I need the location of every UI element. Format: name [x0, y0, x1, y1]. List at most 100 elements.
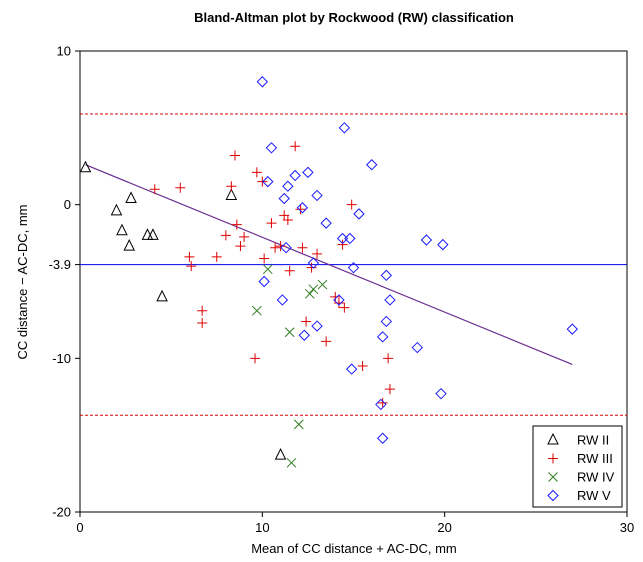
data-point: [345, 363, 358, 375]
data-point: [211, 251, 222, 262]
legend-label: RW II: [577, 433, 609, 448]
data-point: [278, 192, 290, 205]
data-point: [147, 228, 159, 240]
data-point: [220, 230, 231, 241]
data-point: [225, 188, 238, 200]
legend-item: RW V: [547, 488, 611, 503]
y-tick-label: 0: [64, 197, 71, 212]
data-point: [226, 181, 237, 192]
data-point: [116, 223, 128, 236]
y-axis-label: CC distance − AC-DC, mm: [15, 205, 30, 360]
data-point: [286, 457, 297, 468]
data-point: [306, 262, 317, 273]
chart-title: Bland-Altman plot by Rockwood (RW) class…: [194, 10, 514, 25]
data-point: [274, 448, 287, 460]
data-point: [293, 419, 304, 430]
data-point: [231, 219, 242, 230]
data-point: [284, 327, 295, 338]
regression-line: [85, 164, 573, 366]
y-tick-label: -3.9: [49, 257, 71, 272]
data-point: [353, 208, 365, 220]
y-tick-label: 10: [57, 44, 71, 59]
data-point: [262, 175, 274, 188]
data-point: [259, 253, 270, 264]
legend-label: RW IV: [577, 470, 615, 485]
plot-area: [79, 50, 628, 513]
data-point: [308, 284, 319, 295]
data-point: [297, 242, 308, 253]
data-point: [380, 315, 393, 328]
data-point: [186, 261, 197, 272]
data-point: [304, 288, 315, 299]
data-point: [384, 384, 395, 395]
data-point: [252, 305, 262, 316]
x-tick-label: 30: [620, 520, 634, 535]
data-point: [366, 159, 378, 171]
data-point: [290, 141, 301, 152]
data-point: [256, 76, 269, 88]
data-point: [338, 122, 351, 134]
legend-item: RW II: [547, 433, 609, 448]
legend-item: RW IV: [548, 470, 615, 485]
data-point: [344, 232, 356, 245]
data-point: [229, 150, 240, 161]
data-point: [312, 248, 323, 259]
data-point: [251, 167, 262, 178]
data-point: [175, 182, 186, 193]
data-point: [156, 289, 168, 302]
data-point: [307, 257, 320, 269]
data-point: [333, 298, 344, 309]
data-point: [375, 398, 387, 411]
data-point: [376, 331, 389, 343]
data-point: [320, 217, 332, 229]
data-point: [295, 204, 306, 215]
data-point: [566, 323, 579, 335]
data-point: [197, 305, 208, 316]
data-point: [149, 184, 160, 195]
data-point: [79, 160, 92, 173]
data-point: [110, 203, 123, 216]
legend-marker: [547, 489, 559, 502]
x-tick-label: 10: [255, 520, 269, 535]
legend-label: RW III: [577, 451, 613, 466]
data-point: [376, 432, 389, 444]
data-point: [282, 180, 294, 192]
legend-box: [532, 425, 623, 508]
y-tick-label: -10: [52, 351, 71, 366]
data-point: [330, 291, 341, 302]
data-point: [250, 353, 261, 364]
data-point: [437, 238, 449, 251]
data-point: [420, 234, 433, 246]
data-point: [302, 166, 314, 179]
legend-marker: [548, 472, 558, 482]
data-point: [380, 269, 393, 282]
legend: RW II RW III RW IV RW V: [532, 425, 623, 508]
data-point: [296, 202, 309, 214]
data-point: [239, 231, 250, 242]
data-point: [262, 264, 273, 275]
data-point: [377, 397, 388, 408]
data-point: [317, 279, 328, 290]
x-axis-label: Mean of CC distance + AC-DC, mm: [251, 541, 457, 556]
series-rw-iv: [252, 264, 328, 468]
legend-label: RW V: [577, 488, 611, 503]
y-tick-label: -20: [52, 505, 71, 520]
data-point: [266, 218, 277, 229]
series-rw-v: [256, 76, 579, 444]
legend-item: RW III: [548, 451, 613, 466]
data-point: [321, 336, 332, 347]
data-point: [346, 199, 357, 210]
data-point: [184, 251, 195, 262]
data-point: [301, 316, 312, 327]
data-point: [333, 294, 345, 306]
data-point: [270, 242, 281, 253]
data-point: [384, 294, 396, 306]
x-tick-label: 0: [76, 520, 83, 535]
data-point: [435, 387, 447, 400]
x-tick-label: 20: [437, 520, 451, 535]
data-point: [123, 239, 136, 251]
data-point: [275, 241, 286, 252]
data-point: [289, 169, 301, 182]
data-point: [282, 215, 293, 226]
